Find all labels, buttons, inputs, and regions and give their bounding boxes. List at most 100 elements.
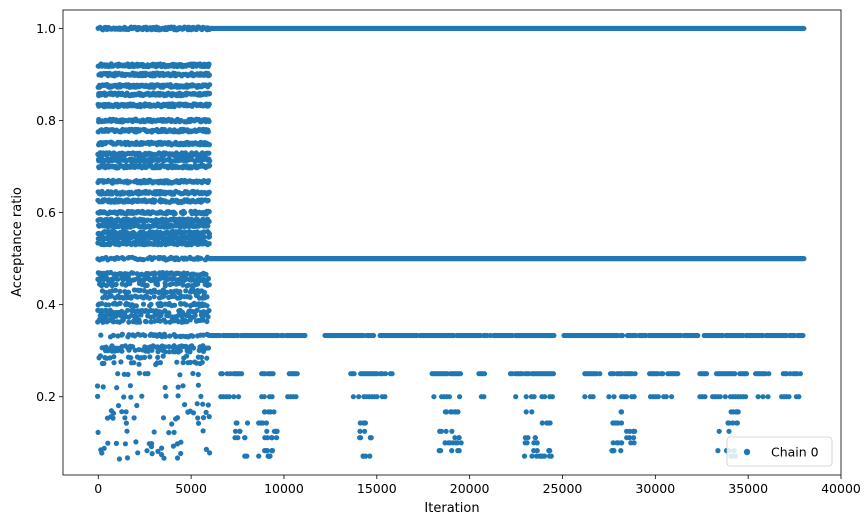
- data-point: [549, 394, 556, 400]
- data-point: [115, 403, 122, 409]
- data-point: [171, 302, 178, 308]
- data-point: [157, 360, 163, 366]
- data-point: [722, 394, 728, 400]
- y-tick-label: 0.6: [36, 205, 56, 220]
- data-point: [190, 345, 197, 351]
- data-point: [143, 319, 149, 325]
- x-tick-label: 15000: [357, 481, 397, 496]
- data-point: [357, 420, 363, 426]
- data-point: [226, 394, 232, 400]
- data-point: [127, 179, 133, 185]
- data-point: [206, 282, 212, 288]
- data-point: [139, 393, 145, 399]
- data-point: [204, 294, 210, 300]
- data-point: [177, 289, 183, 295]
- data-point: [703, 371, 710, 377]
- x-tick-label: 25000: [543, 481, 583, 496]
- data-point: [800, 332, 806, 339]
- data-point: [95, 393, 101, 399]
- data-point: [582, 394, 588, 400]
- data-point: [206, 101, 212, 107]
- data-point: [101, 360, 107, 366]
- data-point: [177, 372, 183, 378]
- data-point: [632, 428, 638, 434]
- data-point: [539, 420, 545, 426]
- data-point: [351, 371, 357, 377]
- legend: Chain 0: [726, 436, 833, 467]
- data-point: [187, 359, 193, 365]
- data-point: [148, 444, 155, 450]
- data-point: [631, 394, 637, 400]
- data-point: [113, 440, 119, 446]
- data-point: [538, 453, 544, 459]
- data-point: [200, 348, 207, 354]
- data-point: [534, 448, 540, 454]
- data-point: [190, 370, 196, 377]
- data-point: [161, 293, 167, 299]
- data-point: [99, 301, 105, 307]
- data-point: [112, 287, 119, 293]
- data-point: [786, 394, 792, 400]
- data-point: [127, 383, 133, 389]
- data-point: [242, 435, 248, 441]
- data-point: [95, 429, 101, 435]
- data-point: [108, 293, 114, 299]
- data-point: [110, 415, 116, 421]
- data-point: [120, 317, 126, 323]
- data-point: [551, 332, 557, 339]
- data-point: [151, 313, 157, 319]
- data-point: [442, 409, 448, 415]
- data-band: [207, 256, 807, 262]
- data-point: [219, 371, 225, 377]
- data-point: [261, 394, 267, 400]
- data-point: [205, 223, 211, 229]
- data-point: [122, 441, 128, 447]
- data-point: [356, 394, 362, 400]
- data-point: [148, 301, 154, 307]
- data-point: [155, 282, 161, 288]
- data-point: [128, 355, 134, 361]
- data-point: [206, 414, 212, 420]
- data-point: [597, 371, 603, 377]
- data-point: [136, 361, 142, 367]
- data-point: [590, 394, 596, 400]
- data-point: [145, 271, 151, 277]
- data-point: [796, 394, 802, 400]
- data-point: [760, 394, 766, 400]
- data-point: [443, 428, 449, 434]
- data-point: [138, 312, 144, 318]
- data-point: [137, 319, 143, 325]
- data-point: [542, 394, 548, 400]
- data-point: [293, 394, 299, 400]
- data-point: [114, 385, 120, 391]
- data-point: [455, 409, 461, 415]
- x-tick-label: 30000: [635, 481, 675, 496]
- data-point: [624, 435, 630, 441]
- x-axis: 0 5000 10000 15000 20000 25000 30000 35000 40000: [94, 475, 861, 496]
- data-point: [207, 90, 213, 97]
- data-point: [121, 371, 127, 377]
- x-tick-label: 0: [94, 481, 102, 496]
- y-tick-label: 0.4: [36, 297, 56, 312]
- data-point: [206, 178, 212, 184]
- data-point: [173, 333, 179, 339]
- data-point: [631, 440, 637, 446]
- data-point: [170, 443, 176, 449]
- data-point: [196, 347, 202, 353]
- data-point: [94, 383, 101, 389]
- data-point: [167, 333, 173, 339]
- data-point: [166, 344, 172, 350]
- data-point: [136, 370, 143, 376]
- data-point: [242, 453, 248, 459]
- data-point: [184, 353, 190, 359]
- data-point: [124, 455, 131, 461]
- data-point: [715, 448, 721, 454]
- data-point: [127, 281, 133, 287]
- data-point: [113, 281, 119, 287]
- x-tick-label: 10000: [264, 481, 304, 496]
- data-point: [125, 371, 131, 378]
- data-point: [203, 271, 209, 277]
- data-point: [207, 82, 213, 88]
- data-point: [233, 420, 239, 426]
- data-point: [106, 302, 112, 308]
